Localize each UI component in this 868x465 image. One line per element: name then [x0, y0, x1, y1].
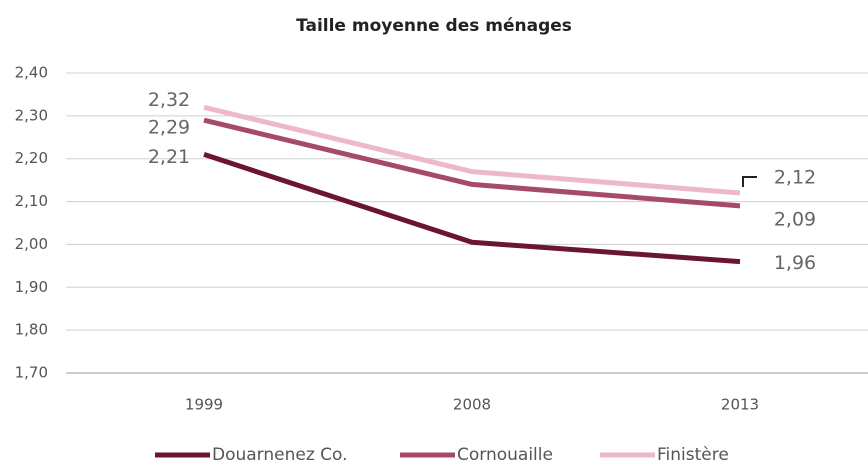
y-tick-label: 1,80	[15, 321, 48, 339]
data-label: 2,32	[148, 89, 190, 111]
chart-title: Taille moyenne des ménages	[296, 16, 572, 36]
y-tick-label: 2,10	[15, 192, 48, 210]
data-label: 2,09	[774, 208, 816, 230]
y-tick-label: 1,90	[15, 278, 48, 296]
x-tick-label: 2013	[721, 396, 759, 414]
y-tick-label: 2,30	[15, 106, 48, 124]
series-line	[203, 104, 741, 196]
y-tick-label: 2,20	[15, 149, 48, 167]
legend-label: Douarnenez Co.	[212, 445, 348, 465]
y-tick-label: 2,00	[15, 235, 48, 253]
data-label: 1,96	[774, 252, 816, 274]
data-label: 2,29	[148, 117, 190, 139]
legend-label: Finistère	[657, 445, 729, 465]
y-tick-label: 2,40	[15, 64, 48, 82]
series-line	[203, 117, 741, 209]
x-tick-label: 1999	[185, 396, 223, 414]
label-leader	[742, 176, 757, 187]
data-label: 2,21	[148, 146, 190, 168]
x-tick-label: 2008	[453, 396, 491, 414]
legend-label: Cornouaille	[457, 445, 553, 465]
series-line	[203, 152, 741, 265]
y-tick-label: 1,70	[15, 364, 48, 382]
data-label: 2,12	[774, 167, 816, 189]
